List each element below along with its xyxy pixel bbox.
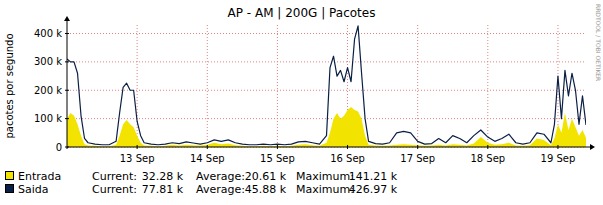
- legend-stat-value: 141.21 k: [349, 170, 398, 183]
- grid-line-y: [67, 33, 586, 34]
- y-tick-label: 200 k: [34, 85, 62, 96]
- y-tick: [65, 33, 69, 34]
- x-tick: [137, 145, 138, 149]
- legend-swatch: [6, 185, 14, 193]
- chart-root: 0 100 k 200 k 300 k 400 k 13 Sep 14 Sep 15 Sep 1…: [0, 0, 603, 205]
- grid-line-y: [67, 90, 586, 91]
- x-tick-label: 17 Sep: [400, 153, 435, 164]
- y-tick: [65, 90, 69, 91]
- grid-line-x: [207, 25, 208, 147]
- y-tick-label: 100 k: [34, 113, 62, 124]
- grid-line-y: [67, 61, 586, 62]
- legend-stat-value: 77.81 k: [142, 183, 184, 196]
- legend-stat-label: Current:: [92, 170, 137, 183]
- legend-stat-value: 32.28 k: [142, 170, 184, 183]
- x-tick-label: 15 Sep: [260, 153, 295, 164]
- x-tick-label: 18 Sep: [470, 153, 505, 164]
- y-axis: [67, 19, 68, 149]
- axis-arrow: [64, 16, 70, 21]
- y-tick-label: 300 k: [34, 56, 62, 67]
- grid-line-x: [417, 25, 418, 147]
- x-tick: [487, 145, 488, 149]
- legend-stat-label: Average:: [196, 183, 245, 196]
- legend-stat-label: Average:: [196, 170, 245, 183]
- axis-arrow: [590, 144, 595, 150]
- x-tick-label: 19 Sep: [541, 153, 576, 164]
- grid-line-x: [137, 25, 138, 147]
- legend-label: Entrada: [18, 170, 61, 183]
- legend-stat-label: Current:: [92, 183, 137, 196]
- background: [0, 0, 603, 205]
- x-tick: [277, 145, 278, 149]
- x-tick: [347, 145, 348, 149]
- legend-stat-label: Maximum:: [296, 170, 354, 183]
- y-tick: [65, 61, 69, 62]
- legend-stat-value: 20.61 k: [245, 170, 287, 183]
- watermark: RRDTOOL / TOBI OETIKER: [595, 4, 602, 81]
- x-axis: [67, 147, 592, 148]
- y-tick: [65, 147, 69, 148]
- grid-line-x: [277, 25, 278, 147]
- grid-line-x: [487, 25, 488, 147]
- y-tick-label: 0: [56, 142, 62, 153]
- title: AP - AM | 200G | Pacotes: [228, 6, 376, 20]
- chart: 0 100 k 200 k 300 k 400 k 13 Sep 14 Sep 15 Sep 1…: [0, 0, 603, 205]
- y-tick: [65, 118, 69, 119]
- legend-stat-value: 426.97 k: [349, 183, 398, 196]
- series-line: [67, 26, 586, 145]
- x-tick: [207, 145, 208, 149]
- legend-stat-label: Maximum:: [296, 183, 354, 196]
- y-axis-label: pacotes por segundo: [4, 33, 15, 138]
- y-tick-label: 400 k: [34, 28, 62, 39]
- x-tick: [417, 145, 418, 149]
- legend-swatch: [6, 172, 14, 180]
- x-tick-label: 14 Sep: [190, 153, 225, 164]
- plot-marks: [67, 26, 586, 147]
- x-tick-label: 16 Sep: [330, 153, 365, 164]
- x-tick: [557, 145, 558, 149]
- grid-line-y: [67, 118, 586, 119]
- legend-stat-value: 45.88 k: [245, 183, 287, 196]
- plot-area: [67, 25, 586, 147]
- x-tick-label: 13 Sep: [120, 153, 155, 164]
- legend-label: Saida: [18, 183, 49, 196]
